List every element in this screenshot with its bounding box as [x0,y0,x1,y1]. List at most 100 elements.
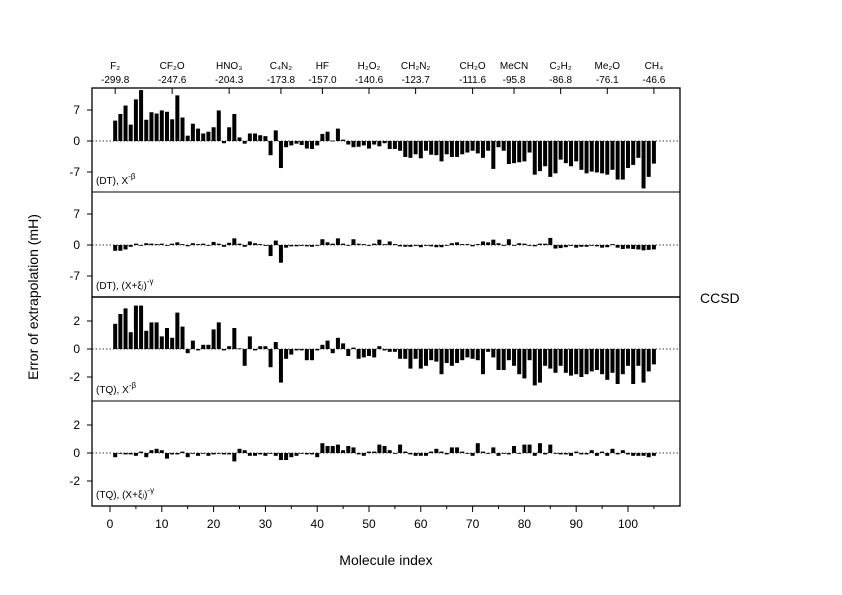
bar [449,243,454,245]
bar [439,245,444,248]
bar [237,137,242,141]
bar [641,245,646,251]
panel-label-text: (TQ), X [96,385,129,396]
x-axis: 0 10 20 30 40 50 60 70 80 90 100 [107,506,655,531]
y-tick-label: 0 [73,446,80,460]
bar [237,448,242,453]
bar [196,244,201,245]
bar [480,241,485,245]
bar [439,141,444,162]
panel-label-exponent: -γ [147,486,154,495]
bar [620,349,625,375]
bar [185,349,190,354]
bar [512,349,517,366]
bar [496,453,501,456]
bar [361,349,366,358]
bar [263,346,268,349]
bar [398,349,403,359]
bar [589,141,594,172]
bar [278,349,283,383]
bar [154,113,159,141]
bar [382,446,387,453]
bar [190,123,195,141]
bar [522,243,527,245]
bar [594,141,599,173]
bar [170,453,175,455]
panel-3: 2 0 -2 (TQ), X-β [69,305,680,396]
bar [574,245,579,248]
bar [387,141,392,149]
bar [268,453,273,454]
bar [475,443,480,453]
bar [465,453,470,454]
bar [569,453,574,456]
bar [284,453,289,460]
bar [403,451,408,453]
bar [434,448,439,453]
bar [253,243,258,245]
bar [377,346,382,349]
panel-2: 7 0 -7 (DT), (X+ξₗ)-γ [69,207,680,292]
bar [133,99,138,141]
bar [310,245,315,247]
bar [149,112,154,141]
bar [444,349,449,363]
bar [439,349,444,375]
bar [351,141,356,148]
molecule-name: Me₂O [594,61,620,72]
bar [537,349,542,383]
bar [351,239,356,245]
bar [263,245,268,246]
bar [563,245,568,248]
bar [118,314,123,349]
bar [408,141,413,158]
bar [594,349,599,370]
bar [242,141,247,144]
bar [594,245,599,247]
bar [144,119,149,141]
molecule-name: MeCN [500,61,528,72]
bar [356,243,361,245]
bar [221,141,226,144]
y-tick-label: 2 [73,418,80,432]
bar [175,453,180,455]
bar [164,328,169,349]
bar [615,141,620,180]
bar [553,245,558,249]
molecule-name: F₂ [110,61,120,72]
bar [631,453,636,456]
bar [175,95,180,141]
bar [320,239,325,245]
bar [227,453,232,455]
molecule-name: HF [316,61,329,72]
bar [144,453,149,458]
bar [579,453,584,455]
bar [382,141,387,144]
bar [123,245,128,250]
bar [470,141,475,151]
plot-frame [91,87,681,507]
x-tick-label: 80 [518,517,532,531]
bar [320,344,325,349]
y-tick-label: 7 [73,103,80,117]
bar [408,453,413,455]
bar [480,349,485,375]
bar [211,329,216,349]
bar [569,141,574,167]
bar [496,243,501,245]
y-tick-label: -2 [69,474,80,488]
molecule-energy: -173.8 [267,75,296,86]
bar [403,349,408,359]
bar [170,243,175,245]
bar [346,141,351,145]
bar [455,141,460,157]
bar [113,120,118,141]
bar [242,349,247,366]
bar [641,349,646,383]
bar [501,349,506,370]
bar [268,141,273,156]
bar [133,243,138,245]
bar [335,128,340,141]
bar [377,141,382,147]
bar [361,141,366,146]
